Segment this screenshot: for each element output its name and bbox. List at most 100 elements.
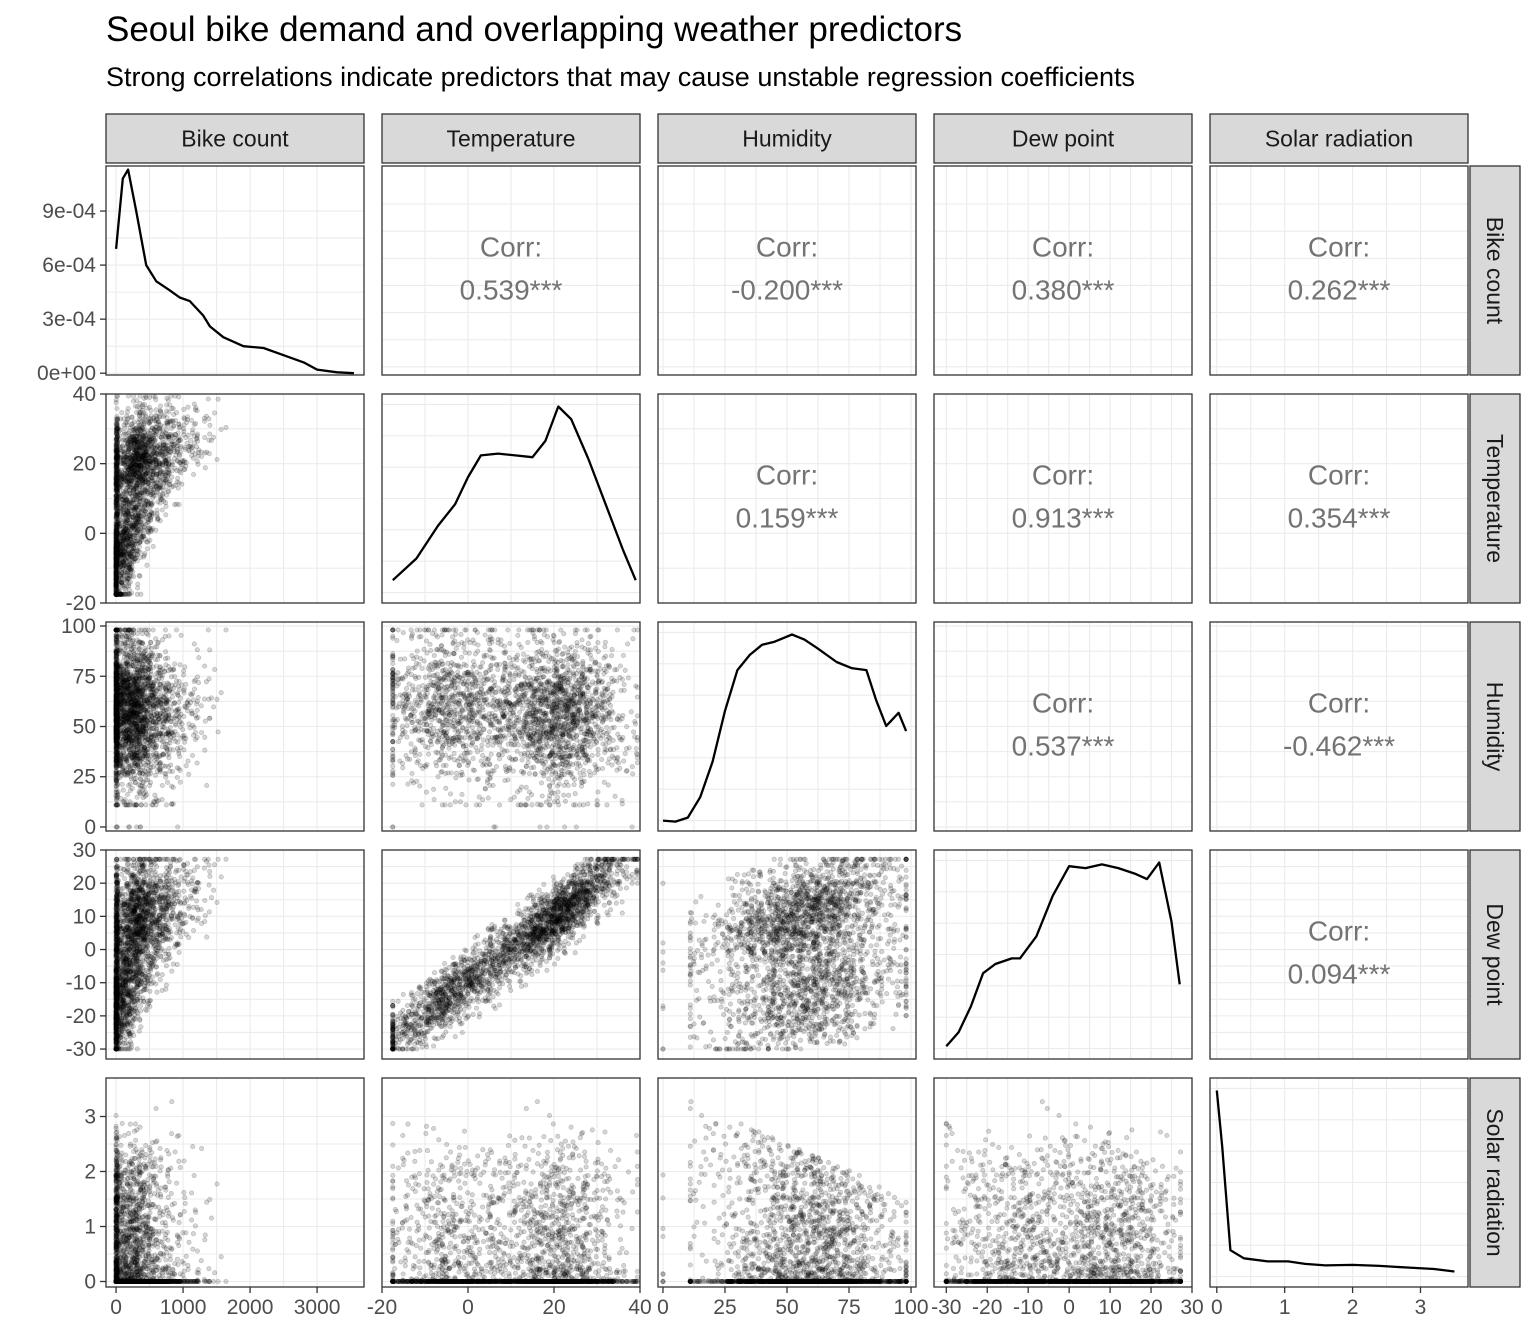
corr-value: 0.159*** (736, 503, 839, 534)
scatter-point (123, 591, 129, 597)
scatter-point (171, 423, 177, 429)
scatter-point (155, 516, 161, 522)
scatter-point (146, 418, 152, 424)
corr-value: 0.262*** (1288, 275, 1391, 306)
panel-background (1210, 166, 1468, 375)
scatter-point (191, 471, 197, 478)
scatter-point (119, 410, 125, 416)
scatter-point (114, 405, 120, 412)
scatter-point (179, 481, 185, 487)
scatter-point (113, 506, 119, 512)
scatter-point (114, 587, 120, 593)
panel-temperature-vs-dew-point: Corr:0.913*** (933, 393, 1193, 604)
corr-value: 0.354*** (1288, 503, 1391, 534)
scatter-point (114, 576, 120, 582)
scatter-point (146, 644, 152, 650)
scatter-point (223, 424, 229, 430)
scatter-point (195, 674, 201, 680)
scatter-point (182, 664, 188, 670)
scatter-point (157, 500, 163, 506)
scatter-point (153, 663, 159, 669)
scatter-point (176, 699, 182, 705)
scatter-point (189, 445, 195, 451)
scatter-point (117, 552, 123, 558)
scatter-point (153, 407, 159, 413)
scatter-point (122, 489, 128, 495)
scatter-point (130, 489, 136, 495)
scatter-point (206, 416, 212, 422)
scatter-point (121, 585, 127, 591)
scatter-point (114, 512, 121, 518)
scatter-point (147, 513, 153, 519)
scatter-point (166, 750, 172, 756)
scatter-point (163, 478, 169, 484)
scatter-point (195, 680, 202, 686)
scatter-point (191, 686, 198, 692)
scatter-point (157, 414, 163, 420)
scatter-point (132, 403, 138, 409)
scatter-point (124, 491, 130, 497)
scatter-point (179, 682, 185, 688)
corr-label: Corr: (1032, 460, 1094, 491)
scatter-point (206, 715, 212, 722)
scatter-point (125, 464, 131, 470)
scatter-point (115, 441, 121, 447)
scatter-point (156, 433, 163, 439)
scatter-point (115, 540, 121, 546)
scatter-point (194, 760, 200, 766)
scatter-point (170, 666, 176, 672)
scatter-point (152, 437, 158, 443)
scatter-point (141, 455, 147, 461)
scatter-point (157, 443, 163, 449)
corr-value: -0.200*** (731, 275, 843, 306)
scatter-point (169, 769, 175, 775)
scatter-point (205, 627, 211, 633)
scatter-point (114, 426, 121, 432)
scatter-point (178, 444, 184, 450)
scatter-point (123, 499, 129, 506)
scatter-point (165, 488, 171, 494)
scatter-point (143, 471, 149, 477)
corr-value: 0.539*** (460, 275, 563, 306)
scatter-point (164, 707, 170, 713)
corr-label: Corr: (1308, 232, 1370, 263)
scatter-point (123, 454, 129, 460)
scatter-point (126, 472, 132, 478)
scatter-point (177, 779, 183, 785)
scatter-point (113, 591, 119, 597)
scatter-point (137, 413, 143, 419)
scatter-point (152, 432, 158, 438)
scatter-point (159, 507, 165, 513)
scatter-point (174, 410, 180, 416)
scatter-point (152, 772, 159, 778)
scatter-point (194, 647, 200, 653)
scatter-point (147, 437, 154, 443)
scatter-point (207, 431, 213, 437)
corr-label: Corr: (1308, 460, 1370, 491)
scatter-point (120, 573, 126, 579)
scatter-point (165, 469, 171, 475)
scatter-point (161, 432, 167, 439)
scatter-point (117, 541, 123, 547)
scatter-point (202, 734, 208, 740)
panel-border (1209, 165, 1469, 376)
panel-bike-count-vs-dew-point: Corr:0.380*** (933, 165, 1193, 376)
scatter-point (139, 490, 145, 497)
scatter-point (154, 507, 160, 513)
scatter-point (139, 407, 145, 413)
scatter-point (157, 425, 163, 432)
scatter-point (151, 418, 157, 424)
scatter-point (131, 505, 137, 511)
scatter-point (205, 396, 211, 402)
scatter-point (177, 451, 183, 458)
scatter-point (156, 715, 162, 721)
scatter-point (163, 463, 169, 469)
scatter-point (152, 657, 158, 663)
scatter-point (152, 394, 158, 400)
scatter-point (195, 714, 201, 721)
scatter-point (151, 481, 157, 487)
scatter-point (162, 627, 168, 633)
scatter-point (194, 707, 200, 713)
scatter-point (167, 449, 173, 455)
panel-bike-count-vs-humidity: Corr:-0.200*** (657, 165, 917, 376)
